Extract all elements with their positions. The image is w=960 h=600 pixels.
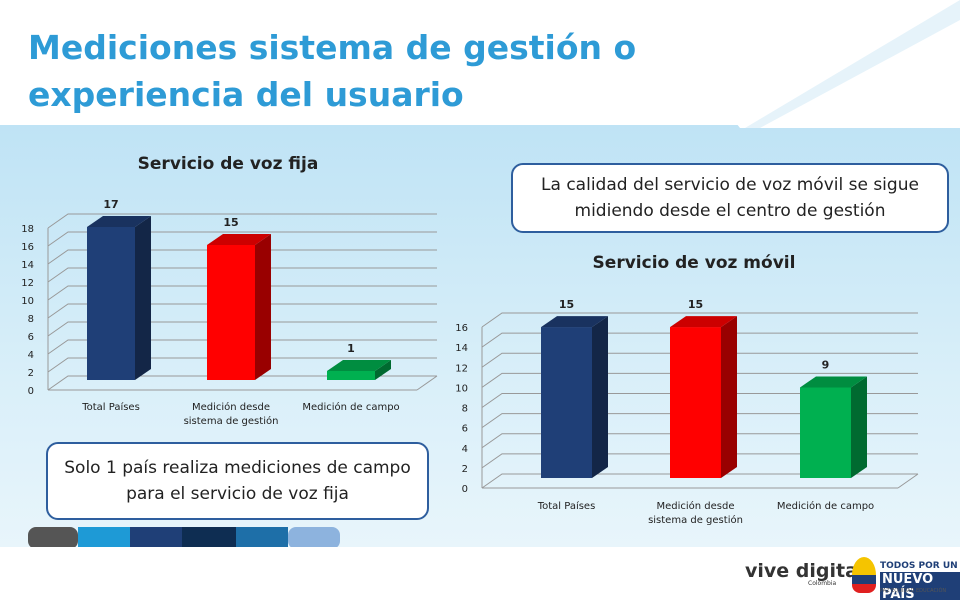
bar bbox=[327, 360, 391, 380]
bar-front bbox=[541, 327, 592, 478]
y-tick-label: 16 bbox=[455, 323, 468, 334]
bar-front bbox=[207, 245, 255, 380]
y-tick-label: 8 bbox=[28, 314, 34, 325]
x-tick-label: Medición desde sistema de gestión bbox=[648, 501, 743, 526]
grid-line bbox=[47, 357, 437, 373]
slogan: NUEVO PAÍS bbox=[880, 572, 960, 600]
bar bbox=[800, 376, 867, 478]
y-tick-label: 0 bbox=[28, 386, 34, 397]
bar-side bbox=[375, 360, 391, 380]
bar-side bbox=[721, 316, 737, 478]
bar-side bbox=[135, 216, 151, 380]
y-tick-label: 4 bbox=[28, 350, 34, 361]
chart-title: Servicio de voz móvil bbox=[593, 253, 796, 273]
grid-line bbox=[481, 473, 918, 489]
bar-top bbox=[800, 376, 867, 388]
bar-front bbox=[800, 387, 851, 478]
grid-line bbox=[47, 213, 437, 229]
grid-line bbox=[481, 413, 918, 429]
brand: vive digital bbox=[745, 560, 865, 582]
bar-front bbox=[87, 227, 135, 380]
x-tick-label-box: Medición desde sistema de gestión bbox=[648, 501, 743, 526]
grid-line bbox=[481, 332, 918, 348]
grid-line bbox=[47, 303, 437, 319]
slogan: TODOS POR UN bbox=[880, 561, 958, 571]
grid-line bbox=[481, 393, 918, 408]
x-tick-label-box: Medición de campo bbox=[776, 501, 875, 512]
grid-line bbox=[481, 312, 918, 328]
x-tick-label: Medición de campo bbox=[302, 402, 400, 413]
x-tick-label-box: Medición desde sistema de gestión bbox=[183, 402, 279, 427]
x-tick-label-box: Medición de campo bbox=[302, 402, 400, 413]
grid-line bbox=[481, 352, 918, 368]
value-label: 15 bbox=[559, 298, 574, 311]
x-tick-label: Medición de campo bbox=[776, 501, 875, 512]
bar-side bbox=[851, 376, 867, 478]
x-tick-label: Medición desde sistema de gestión bbox=[183, 402, 279, 427]
value-label: 1 bbox=[347, 342, 355, 355]
x-tick-label-box: Total Países bbox=[82, 402, 140, 413]
value-label: 9 bbox=[822, 358, 830, 371]
x-tick-label: Total Países bbox=[537, 501, 596, 512]
bar bbox=[87, 216, 151, 380]
bar-top bbox=[670, 316, 737, 328]
floor-line bbox=[416, 375, 438, 391]
y-tick-label: 2 bbox=[28, 368, 34, 379]
value-label: 17 bbox=[103, 198, 118, 211]
x-tick-label-box: Total Países bbox=[537, 501, 596, 512]
chart-title: Servicio de voz fija bbox=[138, 154, 319, 174]
y-tick-label: 6 bbox=[462, 424, 468, 435]
bar bbox=[207, 234, 271, 380]
y-tick-label: 8 bbox=[462, 404, 468, 415]
value-label: 15 bbox=[223, 216, 238, 229]
bar-front bbox=[670, 327, 721, 478]
bar bbox=[541, 316, 608, 478]
y-tick-label: 12 bbox=[21, 278, 34, 289]
y-tick-label: 18 bbox=[21, 224, 34, 235]
x-tick-label: Total Países bbox=[82, 402, 140, 413]
callout: La calidad del servicio de voz móvil se … bbox=[511, 163, 949, 233]
bar-front bbox=[327, 371, 375, 380]
bar-top bbox=[87, 216, 151, 227]
y-tick-label: 2 bbox=[462, 464, 468, 475]
floor-line bbox=[897, 473, 919, 489]
logo-icon bbox=[852, 557, 876, 593]
grid-line bbox=[47, 267, 437, 283]
motto: PAZ EQUIDAD EDUCACIÓN bbox=[880, 588, 947, 594]
y-tick-label: 14 bbox=[21, 260, 34, 271]
grid-line bbox=[481, 372, 918, 388]
y-tick-label: 10 bbox=[455, 383, 468, 394]
title: Mediciones sistema de gestión o bbox=[28, 28, 637, 67]
y-tick-label: 6 bbox=[28, 332, 34, 343]
bar-side bbox=[255, 234, 271, 380]
brand-country: Colombia bbox=[808, 580, 837, 587]
bar-top bbox=[541, 316, 608, 328]
y-tick-label: 10 bbox=[21, 296, 34, 307]
grid-line bbox=[481, 433, 918, 449]
y-tick-label: 16 bbox=[21, 242, 34, 253]
y-tick-label: 0 bbox=[462, 484, 468, 495]
y-tick-label: 14 bbox=[455, 343, 468, 354]
value-label: 15 bbox=[688, 298, 703, 311]
y-tick-label: 12 bbox=[455, 363, 468, 374]
bar-top bbox=[327, 360, 391, 371]
grid-line bbox=[481, 453, 918, 469]
callout: Solo 1 país realiza mediciones de campo … bbox=[46, 442, 429, 520]
grid-line bbox=[47, 321, 437, 337]
bar-side bbox=[592, 316, 608, 478]
title: experiencia del usuario bbox=[28, 75, 464, 114]
grid-line bbox=[47, 249, 437, 265]
y-tick-label: 4 bbox=[462, 444, 468, 455]
grid-line bbox=[47, 375, 437, 391]
grid-line bbox=[47, 339, 437, 355]
grid-line bbox=[47, 231, 437, 247]
bar bbox=[670, 316, 737, 478]
bar-top bbox=[207, 234, 271, 245]
grid-line bbox=[47, 285, 437, 301]
